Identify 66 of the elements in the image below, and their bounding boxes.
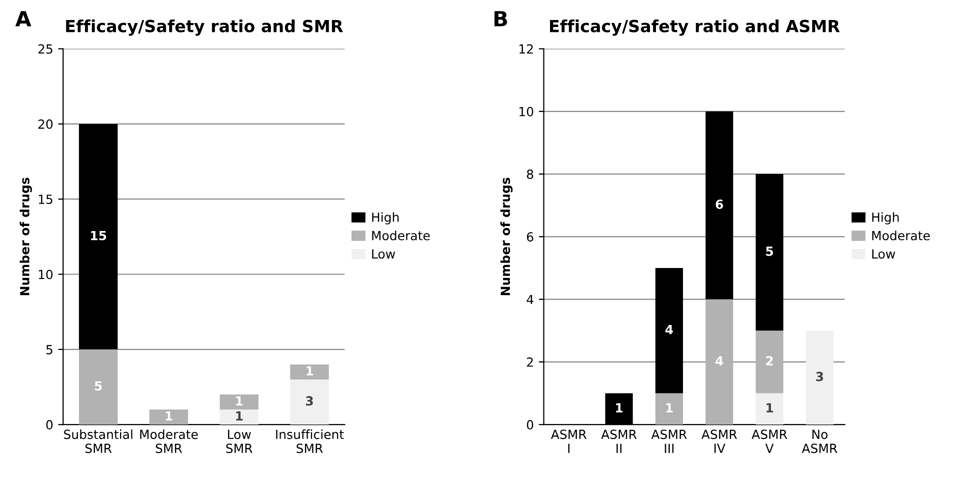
y-tick-label: 25 (38, 44, 52, 54)
legend-label: High (372, 212, 399, 224)
bar (220, 410, 258, 425)
legend-label: Moderate (372, 230, 430, 240)
x-tick-label: ASMR III (651, 430, 687, 453)
bar (806, 330, 834, 425)
y-tick-label: 2 (527, 357, 533, 367)
y-tick-label: 15 (38, 194, 52, 204)
bar (756, 174, 784, 331)
data-label: 1 (166, 411, 172, 420)
y-tick-label: 20 (38, 119, 53, 129)
data-label: 1 (236, 396, 243, 406)
legend-label: Low (372, 249, 396, 259)
x-tick-label: Moderate SMR (140, 429, 198, 454)
bar (290, 364, 329, 380)
y-tick-label: 6 (526, 232, 534, 242)
y-tick-label: 12 (520, 44, 533, 54)
bar (220, 394, 258, 410)
data-label: 6 (716, 200, 724, 209)
y-tick-label: 8 (526, 170, 534, 179)
data-label: 4 (716, 356, 724, 366)
text: A (15, 11, 32, 26)
y-axis-title: Number of drugs (20, 178, 32, 296)
data-label: 1 (616, 403, 622, 412)
x-tick-label: ASMR I (550, 430, 586, 453)
data-label: 5 (94, 381, 102, 391)
x-tick-label: ASMR IV (701, 430, 737, 453)
x-tick-label: Substantial SMR (64, 429, 132, 454)
y-tick-label: 5 (46, 345, 52, 354)
bar (290, 379, 329, 425)
bar (78, 124, 118, 350)
bar (756, 393, 784, 425)
x-tick-label: ASMR II (601, 430, 637, 453)
y-axis-title: Number of drugs (500, 178, 513, 296)
y-tick-label: 4 (526, 294, 534, 304)
data-label: 2 (766, 356, 773, 366)
bar (149, 410, 188, 425)
chart-title: Efficacy/Safety ratio and SMR (66, 19, 343, 36)
data-label: 1 (236, 411, 243, 420)
y-tick-label: 0 (526, 420, 534, 430)
data-label: 1 (766, 403, 774, 412)
data-label: 15 (91, 231, 106, 240)
bar (78, 349, 118, 425)
x-tick-label: Insufficient SMR (276, 429, 344, 454)
legend-label: High (872, 212, 899, 224)
bar (706, 111, 734, 300)
data-label: 5 (766, 246, 773, 256)
y-tick-label: 10 (38, 270, 53, 280)
data-label: 3 (816, 372, 824, 382)
bar (655, 268, 683, 394)
x-tick-label: Low SMR (226, 430, 252, 454)
x-tick-label: ASMR V (752, 430, 788, 453)
chart-title: Efficacy/Safety ratio and ASMR (550, 19, 840, 36)
bar (706, 299, 734, 425)
y-tick-label: 0 (46, 420, 53, 430)
legend-label: Low (872, 249, 896, 259)
data-label: 1 (306, 366, 313, 376)
data-label: 3 (306, 396, 313, 406)
x-tick-label: No ASMR (802, 430, 838, 454)
data-label: 1 (666, 403, 673, 412)
y-tick-label: 10 (520, 106, 534, 116)
bar (756, 330, 784, 394)
data-label: 4 (665, 324, 673, 334)
text: B (494, 11, 507, 26)
bar (655, 393, 683, 425)
legend-label: Moderate (872, 230, 930, 240)
